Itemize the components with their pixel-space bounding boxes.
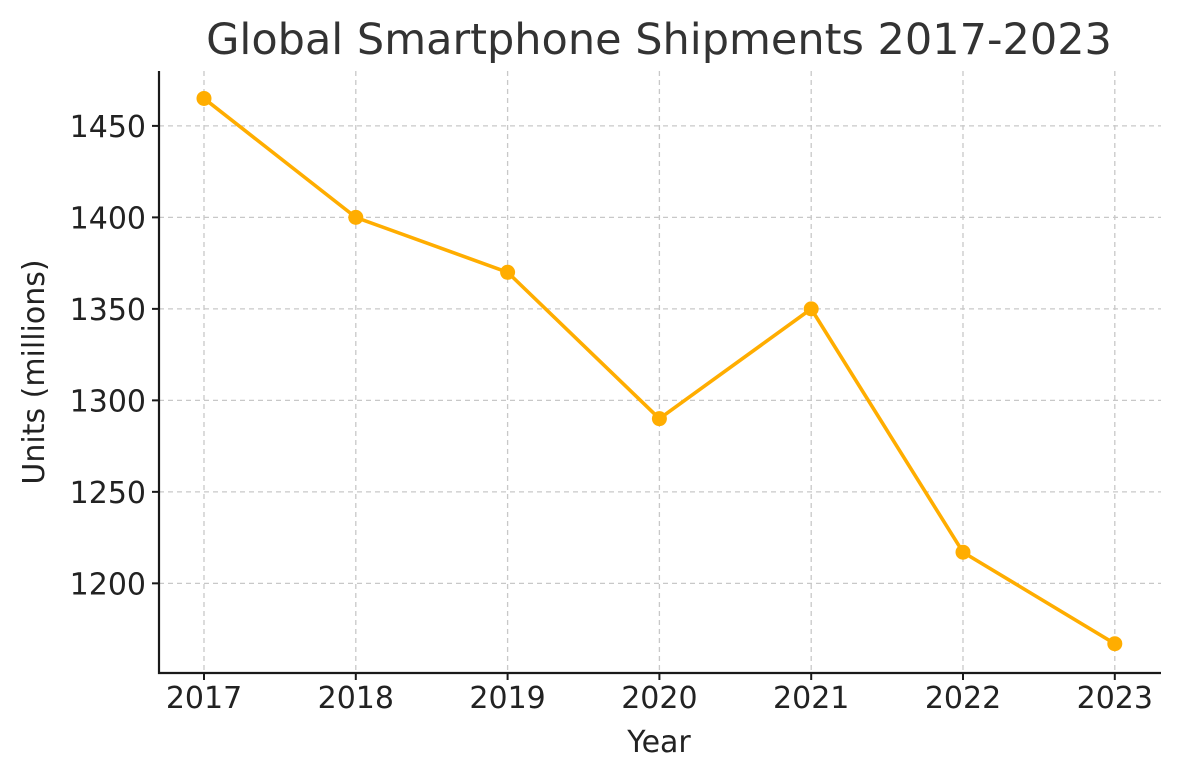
y-tick-label: 1450: [70, 110, 146, 145]
y-tick-label: 1400: [70, 201, 146, 236]
x-tick-label: 2023: [1077, 681, 1153, 716]
x-tick-label: 2017: [166, 681, 242, 716]
data-point-marker: [1107, 636, 1123, 652]
series-layer: [196, 90, 1123, 652]
data-point-marker: [196, 90, 212, 106]
y-tick-label: 1200: [70, 567, 146, 602]
y-tick-label: 1350: [70, 293, 146, 328]
x-tick-label: 2022: [925, 681, 1001, 716]
y-tick-label: 1300: [70, 384, 146, 419]
x-axis-label: Year: [626, 725, 691, 760]
x-tick-label: 2018: [318, 681, 394, 716]
x-tick-label: 2020: [621, 681, 697, 716]
axis-spines: [157, 71, 1161, 675]
y-tick-label: 1250: [70, 476, 146, 511]
chart-title: Global Smartphone Shipments 2017-2023: [206, 15, 1112, 65]
y-axis-label: Units (millions): [17, 259, 52, 484]
data-point-marker: [348, 209, 364, 225]
data-point-marker: [955, 544, 971, 560]
data-point-marker: [803, 301, 819, 317]
labels-layer: 2017 2018 2019 2020 2021 2022 2023 1200 1250 1300…: [70, 110, 1153, 716]
data-point-marker: [500, 264, 516, 280]
grid-layer: [159, 71, 1161, 673]
axes-layer: [152, 71, 1161, 680]
data-point-marker: [651, 411, 667, 427]
x-tick-label: 2021: [773, 681, 849, 716]
x-tick-label: 2019: [469, 681, 545, 716]
